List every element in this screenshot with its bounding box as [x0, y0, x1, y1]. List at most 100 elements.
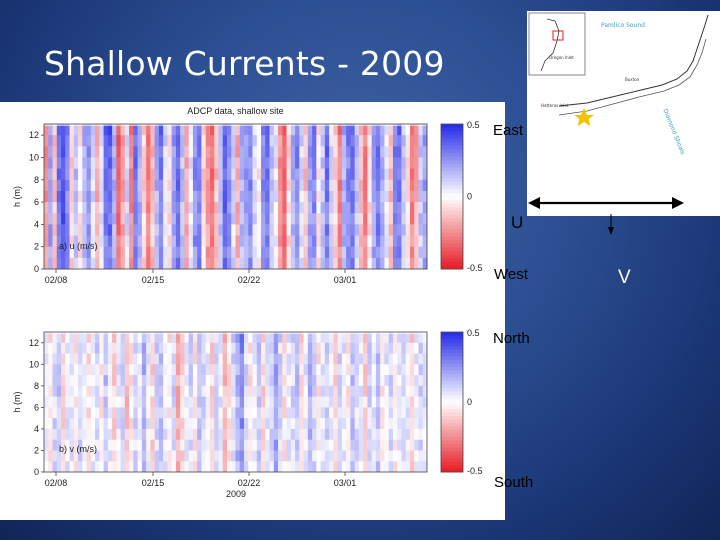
heatmap-cell: [171, 168, 177, 181]
heatmap-cell: [324, 461, 330, 473]
heatmap-cell: [201, 439, 207, 451]
heatmap-cell: [363, 157, 368, 170]
heatmap-cell: [290, 202, 296, 214]
heatmap-cell: [273, 385, 279, 398]
heatmap-cell: [380, 157, 385, 170]
heatmap-cell: [367, 190, 373, 203]
heatmap-cell: [218, 224, 224, 236]
heatmap-cell: [184, 396, 190, 408]
heatmap-cell: [269, 257, 275, 270]
heatmap-cell: [197, 257, 202, 270]
heatmap-cell: [65, 246, 70, 259]
heatmap-cell: [341, 235, 347, 248]
colorbar-segment: [441, 398, 463, 403]
heatmap-cell: [299, 146, 304, 158]
heatmap-cell: [239, 364, 245, 376]
heatmap-cell: [295, 213, 300, 225]
heatmap-cell: [56, 375, 62, 387]
heatmap-cell: [226, 396, 232, 408]
heatmap-cell: [316, 461, 322, 473]
heatmap-cell: [329, 179, 334, 192]
heatmap-cell: [133, 146, 139, 158]
heatmap-cell: [103, 396, 109, 408]
heatmap-cell: [175, 246, 181, 259]
heatmap-cell: [273, 235, 279, 248]
heatmap-cell: [90, 190, 96, 203]
heatmap-cell: [388, 353, 394, 365]
heatmap-cell: [141, 439, 147, 451]
heatmap-cell: [133, 168, 139, 181]
heatmap-cell: [226, 439, 232, 451]
heatmap-cell: [409, 190, 415, 203]
heatmap-cell: [303, 257, 309, 270]
heatmap-cell: [409, 135, 415, 147]
heatmap-cell: [414, 202, 419, 214]
heatmap-cell: [358, 124, 364, 136]
heatmap-cell: [44, 375, 49, 387]
colorbar-segment: [441, 458, 463, 462]
heatmap-cell: [329, 439, 334, 451]
heatmap-cell: [95, 224, 100, 236]
heatmap-cell: [375, 135, 381, 147]
colorbar-segment: [441, 416, 463, 420]
heatmap-cell: [90, 375, 96, 387]
heatmap-cell: [73, 179, 79, 192]
heatmap-cell: [158, 450, 164, 462]
heatmap-cell: [214, 124, 219, 136]
heatmap-cell: [392, 450, 398, 462]
heatmap-cell: [392, 407, 398, 419]
heatmap-cell: [265, 364, 270, 376]
heatmap-cell: [392, 342, 398, 354]
heatmap-cell: [350, 135, 356, 147]
heatmap-cell: [218, 246, 224, 259]
heatmap-cell: [244, 168, 249, 181]
heatmap-cell: [222, 450, 228, 462]
heatmap-cell: [384, 375, 390, 387]
heatmap-cell: [201, 450, 207, 462]
colorbar-segment: [441, 211, 463, 216]
heatmap-cell: [120, 235, 126, 248]
heatmap-cell: [384, 353, 390, 365]
heatmap-cell: [256, 461, 262, 473]
heatmap-cell: [146, 407, 151, 419]
heatmap-cell: [244, 190, 249, 203]
heatmap-cell: [418, 179, 424, 192]
colorbar-segment: [441, 468, 463, 473]
map-inset: Pamlico Sound Buxton Hatteras Inlet Diam…: [527, 11, 720, 216]
heatmap-cell: [380, 450, 385, 462]
heatmap-cell: [154, 179, 160, 192]
heatmap-cell: [244, 235, 249, 248]
heatmap-cell: [397, 146, 402, 158]
heatmap-cell: [120, 353, 126, 365]
heatmap-cell: [354, 213, 360, 225]
heatmap-cell: [150, 146, 156, 158]
heatmap-cell: [265, 450, 270, 462]
heatmap-cell: [133, 124, 139, 136]
heatmap-cell: [303, 190, 309, 203]
heatmap-cell: [303, 246, 309, 259]
heatmap-cell: [397, 235, 402, 248]
heatmap-cell: [188, 168, 194, 181]
heatmap-cell: [48, 257, 53, 270]
heatmap-cell: [141, 235, 147, 248]
heatmap-cell: [350, 461, 356, 473]
heatmap-cell: [367, 235, 373, 248]
heatmap-cell: [112, 257, 117, 270]
heatmap-cell: [358, 168, 364, 181]
heatmap-cell: [48, 246, 53, 259]
heatmap-cell: [282, 202, 287, 214]
surface-band: [44, 332, 427, 334]
heatmap-cell: [218, 213, 224, 225]
heatmap-cell: [384, 135, 390, 147]
heatmap-cell: [401, 461, 407, 473]
heatmap-cell: [86, 124, 92, 136]
heatmap-cell: [82, 461, 87, 473]
heatmap-cell: [316, 246, 322, 259]
heatmap-cell: [363, 418, 368, 430]
heatmap-cell: [252, 213, 258, 225]
heatmap-cell: [116, 385, 121, 398]
colorbar-tick-label: 0.5: [467, 120, 480, 130]
heatmap-cell: [324, 396, 330, 408]
heatmap-cell: [278, 124, 283, 136]
heatmap-cell: [375, 235, 381, 248]
